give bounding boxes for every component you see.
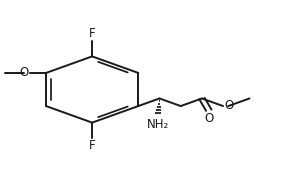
- Text: O: O: [20, 66, 29, 79]
- Text: F: F: [89, 139, 96, 152]
- Text: O: O: [225, 99, 234, 112]
- Text: F: F: [89, 27, 96, 40]
- Text: NH₂: NH₂: [147, 118, 169, 132]
- Text: O: O: [204, 112, 213, 125]
